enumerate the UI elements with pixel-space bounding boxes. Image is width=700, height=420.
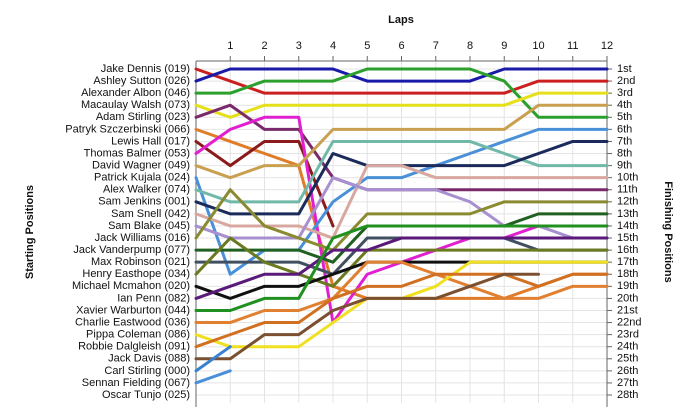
series-label: Ian Penn (082) bbox=[117, 292, 190, 304]
series-label: Jake Dennis (019) bbox=[101, 63, 190, 75]
series-label: Lewis Hall (017) bbox=[111, 135, 190, 147]
series-label: Max Robinson (021) bbox=[91, 256, 190, 268]
series-line bbox=[194, 369, 232, 385]
series-label: Thomas Balmer (053) bbox=[84, 147, 190, 159]
x-tick-label: 8 bbox=[467, 40, 473, 52]
y2-tick-label: 11th bbox=[617, 184, 638, 196]
x-axis-title: Laps bbox=[388, 14, 414, 26]
y2-tick-label: 21st bbox=[617, 304, 638, 316]
y2-tick-label: 18th bbox=[617, 268, 638, 280]
series-label: Sam Jenkins (001) bbox=[98, 196, 190, 208]
y2-tick-label: 24th bbox=[617, 341, 638, 353]
y2-tick-label: 20th bbox=[617, 292, 638, 304]
y2-tick-label: 2nd bbox=[617, 75, 635, 87]
y2-tick-label: 14th bbox=[617, 220, 638, 232]
series-label: Michael Mcmahon (020) bbox=[72, 280, 190, 292]
series-label: Carl Stirling (000) bbox=[104, 365, 190, 377]
series-line bbox=[194, 67, 609, 119]
series-line bbox=[194, 236, 609, 300]
y2-tick-label: 10th bbox=[617, 172, 638, 184]
y-axis-title: Starting Positions bbox=[24, 185, 36, 279]
series-line bbox=[194, 272, 609, 349]
series-line bbox=[194, 139, 335, 228]
series-label: Alexander Albon (046) bbox=[81, 87, 190, 99]
y2-tick-label: 19th bbox=[617, 280, 638, 292]
x-tick-label: 3 bbox=[296, 40, 302, 52]
series-label: David Wagner (049) bbox=[92, 159, 190, 171]
y2-tick-label: 8th bbox=[617, 147, 632, 159]
y2-tick-label: 22nd bbox=[617, 316, 641, 328]
y2-tick-label: 23rd bbox=[617, 329, 639, 341]
x-tick-label: 5 bbox=[364, 40, 370, 52]
series-label: Ashley Sutton (026) bbox=[93, 75, 190, 87]
x-tick-label: 11 bbox=[567, 40, 578, 52]
y2-tick-label: 3rd bbox=[617, 87, 633, 99]
series-label: Sam Snell (042) bbox=[111, 208, 190, 220]
series-line bbox=[194, 260, 609, 325]
y2-tick-label: 12th bbox=[617, 196, 638, 208]
series-label: Pippa Coleman (086) bbox=[86, 329, 190, 341]
series-line bbox=[194, 224, 609, 312]
y2-tick-label: 4th bbox=[617, 99, 632, 111]
y2-tick-label: 28th bbox=[617, 389, 638, 401]
series-label: Jack Williams (016) bbox=[95, 232, 190, 244]
series-label: Adam Stirling (023) bbox=[96, 111, 190, 123]
x-tick-label: 12 bbox=[601, 40, 613, 52]
x-tick-label: 10 bbox=[532, 40, 544, 52]
series-label: Macaulay Walsh (073) bbox=[81, 99, 190, 111]
x-tick-label: 6 bbox=[398, 40, 404, 52]
y2-tick-label: 6th bbox=[617, 123, 632, 135]
series-line bbox=[194, 139, 609, 204]
series-label: Patrick Kujala (024) bbox=[94, 172, 190, 184]
x-tick-label: 1 bbox=[227, 40, 233, 52]
y2-tick-label: 9th bbox=[617, 159, 632, 171]
series-label: Xavier Warburton (044) bbox=[76, 304, 190, 316]
y2-tick-label: 25th bbox=[617, 353, 638, 365]
series-label: Henry Easthope (034) bbox=[82, 268, 190, 280]
series-label: Robbie Dalgleish (091) bbox=[78, 341, 190, 353]
series-line bbox=[194, 236, 609, 288]
series-label: Alex Walker (074) bbox=[103, 184, 190, 196]
y2-tick-label: 15th bbox=[617, 232, 638, 244]
y2-tick-label: 5th bbox=[617, 111, 632, 123]
y2-tick-label: 17th bbox=[617, 256, 638, 268]
series-label: Charlie Eastwood (036) bbox=[75, 316, 190, 328]
series-line bbox=[194, 67, 609, 95]
x-tick-label: 2 bbox=[261, 40, 267, 52]
y2-tick-label: 27th bbox=[617, 377, 638, 389]
series-label: Sam Blake (045) bbox=[108, 220, 190, 232]
series-line bbox=[194, 91, 609, 119]
y2-tick-label: 26th bbox=[617, 365, 638, 377]
series-line bbox=[194, 188, 609, 252]
series-line bbox=[194, 272, 540, 361]
series-label: Oscar Tunjo (025) bbox=[102, 389, 190, 401]
y2-axis-title: Finishing Positions bbox=[662, 181, 674, 282]
y2-tick-label: 7th bbox=[617, 135, 632, 147]
y2-tick-label: 16th bbox=[617, 244, 638, 256]
series-label: Jack Davis (088) bbox=[108, 353, 190, 365]
series-line bbox=[194, 345, 232, 373]
series-line bbox=[194, 67, 609, 83]
series-label: Jack Vanderpump (077) bbox=[73, 244, 190, 256]
series-line bbox=[194, 103, 609, 180]
x-tick-label: 7 bbox=[433, 40, 439, 52]
x-tick-label: 4 bbox=[330, 40, 336, 52]
series-label: Sennan Fielding (067) bbox=[82, 377, 190, 389]
y2-tick-label: 1st bbox=[617, 63, 632, 75]
series-label: Patryk Szczerbinski (066) bbox=[65, 123, 190, 135]
y2-tick-label: 13th bbox=[617, 208, 638, 220]
x-tick-label: 9 bbox=[501, 40, 507, 52]
